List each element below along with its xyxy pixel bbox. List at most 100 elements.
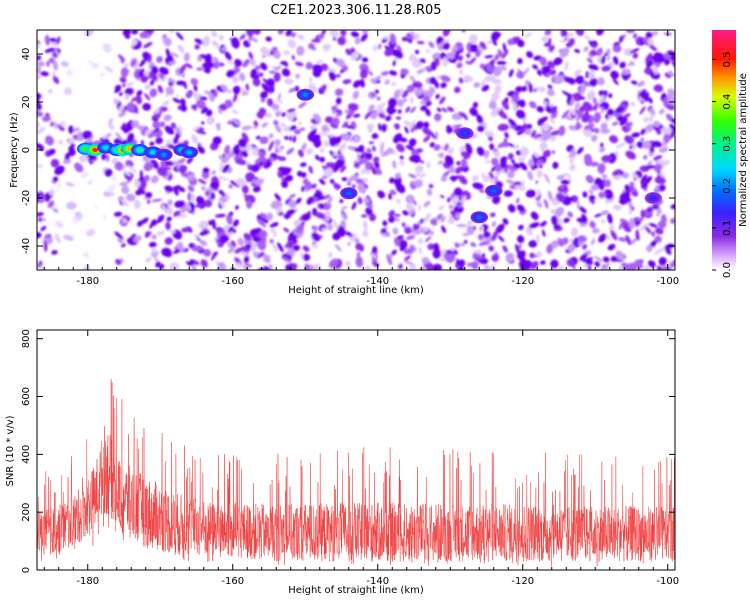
- noise-cell: [52, 76, 60, 84]
- noise-cell: [619, 117, 628, 126]
- noise-cell: [255, 135, 261, 140]
- noise-cell: [294, 61, 304, 67]
- noise-cell: [251, 37, 258, 43]
- noise-cell: [497, 235, 505, 242]
- noise-cell: [528, 222, 540, 229]
- noise-cell: [605, 113, 609, 120]
- noise-cell: [368, 205, 373, 209]
- noise-cell: [283, 50, 291, 56]
- noise-cell: [293, 244, 300, 252]
- noise-cell: [659, 108, 665, 115]
- noise-cell: [350, 51, 360, 61]
- noise-cell: [496, 60, 507, 66]
- noise-cell: [191, 104, 197, 111]
- noise-cell: [392, 59, 396, 67]
- noise-cell: [174, 125, 182, 136]
- noise-cell: [377, 43, 382, 50]
- noise-cell: [239, 34, 246, 40]
- noise-cell: [589, 78, 598, 87]
- noise-cell: [192, 126, 201, 132]
- noise-cell: [528, 82, 533, 93]
- noise-cell: [258, 151, 264, 157]
- noise-cell: [458, 77, 464, 84]
- noise-cell: [393, 49, 403, 59]
- noise-cell: [360, 68, 368, 79]
- noise-cell: [209, 195, 216, 200]
- noise-cell: [257, 240, 267, 251]
- noise-cell: [202, 167, 210, 174]
- noise-cell: [218, 155, 226, 162]
- noise-cell: [265, 112, 272, 118]
- noise-cell: [48, 57, 55, 64]
- noise-cell: [373, 156, 380, 163]
- noise-cell: [81, 130, 93, 140]
- noise-cell: [56, 36, 61, 45]
- noise-cell: [535, 159, 544, 165]
- noise-cell: [264, 219, 269, 224]
- noise-cell: [501, 65, 507, 71]
- noise-cell: [156, 214, 165, 224]
- noise-cell: [476, 146, 485, 156]
- noise-cell: [178, 164, 188, 173]
- noise-cell: [235, 205, 239, 210]
- noise-cell: [515, 86, 523, 93]
- noise-cell: [170, 122, 177, 129]
- noise-cell: [241, 246, 249, 253]
- noise-cell: [80, 170, 90, 179]
- noise-cell: [363, 168, 371, 175]
- noise-cell: [224, 99, 233, 109]
- noise-cell: [586, 90, 596, 101]
- noise-cell: [277, 156, 287, 162]
- noise-cell: [301, 213, 311, 221]
- noise-cell: [212, 136, 222, 145]
- noise-cell: [405, 235, 416, 240]
- noise-cell: [414, 49, 420, 55]
- noise-cell: [643, 265, 650, 270]
- noise-cell: [135, 94, 142, 105]
- noise-cell: [183, 82, 188, 89]
- noise-cell: [478, 241, 490, 246]
- noise-cell: [115, 106, 121, 112]
- noise-cell: [418, 246, 423, 255]
- noise-cell: [488, 245, 494, 252]
- spectrogram-plot-frame: [36, 29, 676, 271]
- noise-cell: [151, 198, 163, 203]
- noise-cell: [442, 59, 449, 67]
- noise-cell: [645, 53, 653, 63]
- noise-cell: [312, 242, 318, 249]
- noise-cell: [650, 71, 661, 80]
- noise-cell: [380, 232, 391, 237]
- noise-cell: [667, 88, 675, 98]
- noise-cell: [284, 135, 289, 140]
- noise-cell: [261, 122, 268, 128]
- noise-cell: [241, 125, 252, 131]
- noise-cell: [63, 159, 71, 165]
- noise-cell: [302, 245, 310, 252]
- noise-cell: [308, 165, 313, 174]
- noise-cell: [526, 123, 533, 130]
- noise-cell: [149, 79, 155, 86]
- noise-cell: [51, 250, 58, 255]
- noise-cell: [329, 30, 339, 37]
- noise-cell: [140, 217, 149, 224]
- noise-cell: [54, 122, 58, 126]
- noise-cell: [258, 230, 268, 239]
- noise-cell: [550, 259, 559, 269]
- noise-cell: [393, 89, 401, 100]
- noise-cell: [605, 114, 614, 122]
- noise-cell: [176, 94, 180, 98]
- noise-cell: [568, 151, 577, 158]
- noise-cell: [307, 132, 317, 142]
- noise-cell: [601, 65, 612, 72]
- noise-cell: [583, 153, 592, 162]
- noise-cell: [567, 173, 572, 184]
- noise-cell: [493, 65, 502, 77]
- noise-cell: [516, 130, 524, 135]
- noise-cell: [294, 85, 300, 92]
- noise-cell: [180, 98, 186, 106]
- noise-cell: [248, 51, 254, 60]
- noise-cell: [212, 218, 216, 230]
- noise-cell: [286, 240, 295, 249]
- noise-cell: [144, 174, 150, 182]
- noise-cell: [565, 196, 575, 202]
